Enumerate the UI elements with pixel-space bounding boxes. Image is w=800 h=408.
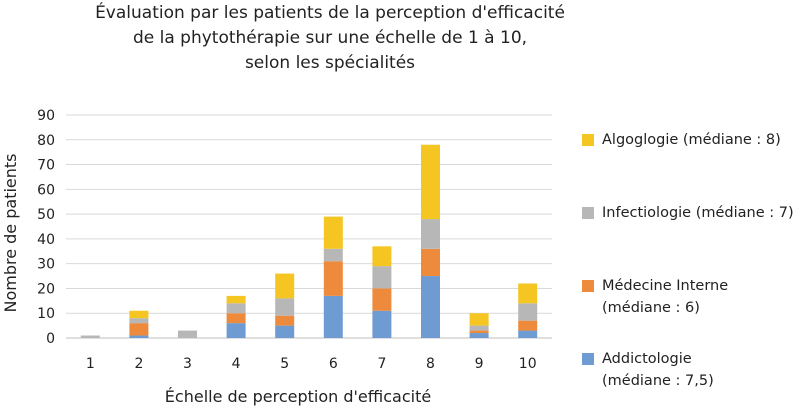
legend-swatch-algoglogie [582, 134, 594, 146]
bar-segment-algoglogie-7 [372, 246, 392, 267]
x-axis-title: Échelle de perception d'efficacité [165, 387, 431, 406]
x-tick-label: 8 [426, 356, 435, 372]
bar-segment-médecine-interne-8 [421, 248, 440, 277]
y-tick-label: 90 [37, 108, 55, 124]
bar-segment-médecine-interne-7 [372, 288, 392, 311]
legend-label-addictologie: Addictologie [602, 351, 692, 367]
y-tick-label: 40 [37, 232, 55, 248]
bar-segment-algoglogie-5 [275, 273, 295, 299]
bar-segment-addictologie-9 [469, 333, 489, 338]
x-tick-label: 9 [475, 356, 484, 372]
legend-label-addictologie-median: (médiane : 7,5) [602, 373, 714, 389]
y-axis-title: Nombre de patients [1, 153, 20, 312]
x-tick-label: 5 [280, 356, 289, 372]
y-tick-label: 30 [37, 257, 55, 273]
x-tick-label: 1 [86, 356, 95, 372]
bar-segment-addictologie-7 [372, 310, 392, 338]
bar-segment-infectiologie-6 [323, 248, 343, 262]
bar-segment-infectiologie-8 [421, 219, 440, 249]
x-tick-label: 2 [134, 356, 143, 372]
y-tick-label: 0 [46, 331, 55, 347]
y-tick-label: 70 [37, 158, 55, 174]
bar-segment-infectiologie-2 [129, 318, 149, 324]
legend-swatch-medecine-interne [582, 280, 594, 292]
legend-label-medecine-interne-median: (médiane : 6) [602, 300, 700, 316]
x-tick-label: 6 [329, 356, 338, 372]
bar-segment-médecine-interne-10 [518, 320, 538, 331]
chart-title-line-3: selon les spécialités [244, 53, 416, 73]
y-axis-ticks: 0 10 20 30 40 50 60 70 80 90 [37, 108, 55, 347]
bar-segment-addictologie-2 [129, 335, 149, 338]
y-tick-label: 10 [37, 306, 55, 322]
legend-swatch-addictologie [582, 353, 594, 365]
bar-segment-addictologie-8 [421, 276, 440, 338]
bar-segment-algoglogie-4 [226, 295, 246, 304]
bar-segment-addictologie-5 [275, 325, 295, 338]
bar-segment-addictologie-10 [518, 330, 538, 338]
gridlines [66, 114, 552, 339]
legend-label-medecine-interne: Médecine Interne [602, 278, 729, 294]
bar-segment-médecine-interne-6 [323, 261, 343, 296]
bar-segment-algoglogie-10 [518, 283, 538, 304]
x-axis-ticks: 1 2 3 4 5 6 7 8 9 10 [86, 356, 537, 372]
y-tick-label: 50 [37, 207, 55, 223]
bar-segment-infectiologie-9 [469, 325, 489, 331]
bar-segment-algoglogie-8 [421, 144, 440, 220]
bar-segment-infectiologie-7 [372, 266, 392, 289]
bar-segment-infectiologie-4 [226, 303, 246, 314]
y-tick-label: 80 [37, 133, 55, 149]
bar-segment-médecine-interne-5 [275, 315, 295, 326]
legend-label-algoglogie: Algoglogie (médiane : 8) [602, 132, 781, 148]
y-tick-label: 20 [37, 281, 55, 297]
bar-segment-médecine-interne-9 [469, 330, 489, 334]
bar-segment-addictologie-4 [226, 323, 246, 338]
bar-segment-algoglogie-6 [323, 216, 343, 249]
bar-segment-algoglogie-9 [469, 313, 489, 326]
bar-segment-infectiologie-5 [275, 298, 295, 316]
chart-title-line-2: de la phytothérapie sur une échelle de 1… [132, 28, 528, 48]
legend-label-infectiologie: Infectiologie (médiane : 7) [602, 205, 794, 221]
x-tick-label: 7 [377, 356, 386, 372]
bar-segment-infectiologie-3 [178, 330, 197, 338]
bar-segment-addictologie-6 [323, 295, 343, 338]
bar-segment-infectiologie-1 [80, 335, 100, 338]
x-tick-label: 4 [232, 356, 241, 372]
bar-segment-algoglogie-2 [129, 310, 149, 319]
y-tick-label: 60 [37, 182, 55, 198]
chart-title-line-1: Évaluation par les patients de la percep… [95, 3, 565, 23]
bar-segment-médecine-interne-4 [226, 313, 246, 324]
bar-segment-médecine-interne-2 [129, 323, 149, 336]
bar-segment-infectiologie-10 [518, 303, 538, 321]
bar-stacks [80, 144, 538, 338]
x-tick-label: 10 [519, 356, 537, 372]
x-tick-label: 3 [183, 356, 192, 372]
legend-swatch-infectiologie [582, 207, 594, 219]
